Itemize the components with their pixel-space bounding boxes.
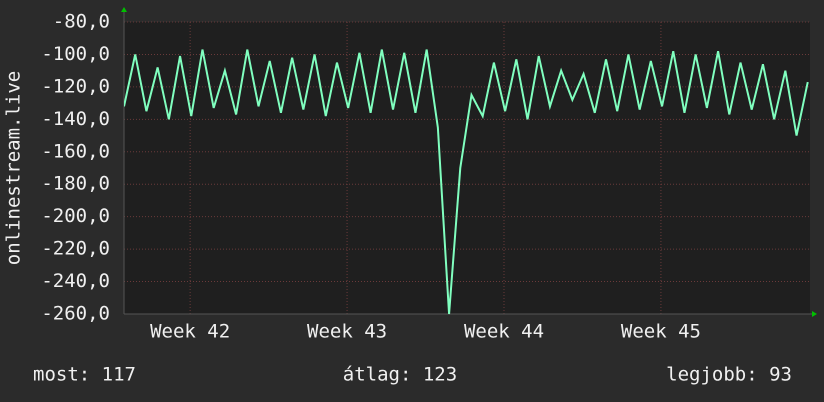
x-tick-label: Week 44: [464, 321, 544, 343]
data-line: [124, 49, 809, 315]
stat-current: most: 117: [33, 364, 136, 386]
y-tick-label: -120,0: [41, 75, 110, 97]
y-tick-label: -200,0: [41, 205, 110, 227]
y-axis-arrow: [121, 7, 127, 12]
x-tick-label: Week 45: [621, 321, 701, 343]
x-tick-label: Week 42: [150, 321, 230, 343]
stat-best: legjobb: 93: [666, 364, 792, 386]
x-tick-label: Week 43: [307, 321, 387, 343]
y-tick-label: -220,0: [41, 238, 110, 260]
x-axis-arrow: [812, 311, 817, 317]
y-tick-label: -180,0: [41, 173, 110, 195]
y-tick-label: -140,0: [41, 108, 110, 130]
y-tick-label: -240,0: [41, 270, 110, 292]
stat-average: átlag: 123: [343, 364, 457, 386]
y-tick-label: -80,0: [53, 11, 110, 33]
y-tick-label: -160,0: [41, 140, 110, 162]
y-axis-label: onlinestream.live: [3, 71, 25, 265]
y-tick-label: -260,0: [41, 303, 110, 325]
plot-area: [124, 22, 810, 314]
y-tick-label: -100,0: [41, 43, 110, 65]
